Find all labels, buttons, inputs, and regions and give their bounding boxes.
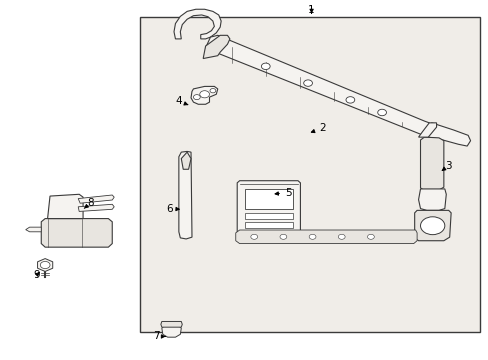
Polygon shape [181,152,191,169]
Polygon shape [179,152,192,239]
Polygon shape [418,123,436,137]
Polygon shape [162,326,181,337]
Circle shape [40,261,50,269]
Circle shape [261,63,269,69]
Circle shape [420,217,444,235]
Text: 1: 1 [307,5,314,15]
Polygon shape [191,86,217,104]
Text: 4: 4 [175,96,187,107]
Polygon shape [78,204,114,211]
Circle shape [193,95,200,100]
Circle shape [338,234,345,239]
Polygon shape [174,9,221,39]
Polygon shape [78,195,114,203]
Polygon shape [235,230,416,244]
Circle shape [346,97,354,103]
Polygon shape [203,35,229,59]
Polygon shape [26,227,41,232]
Circle shape [209,89,215,93]
Polygon shape [420,137,443,191]
Polygon shape [205,35,431,135]
Circle shape [200,91,209,98]
Circle shape [250,234,257,239]
Polygon shape [41,219,112,247]
Circle shape [308,234,315,239]
Text: 5: 5 [275,188,291,198]
Text: 3: 3 [441,161,451,171]
Bar [245,189,292,208]
Circle shape [303,80,312,86]
Text: 8: 8 [84,198,94,208]
Polygon shape [418,189,446,210]
Text: 2: 2 [311,123,325,133]
Circle shape [377,109,386,116]
Bar [140,18,479,332]
Polygon shape [414,210,450,241]
Polygon shape [38,258,53,271]
Circle shape [367,234,373,239]
Polygon shape [237,181,300,234]
Text: 9: 9 [34,270,40,280]
Bar [245,222,292,228]
Circle shape [280,234,286,239]
Polygon shape [47,194,83,219]
Text: 7: 7 [152,332,165,342]
Text: 6: 6 [165,203,179,213]
Bar [245,213,292,219]
Polygon shape [427,123,469,146]
Polygon shape [161,321,182,327]
